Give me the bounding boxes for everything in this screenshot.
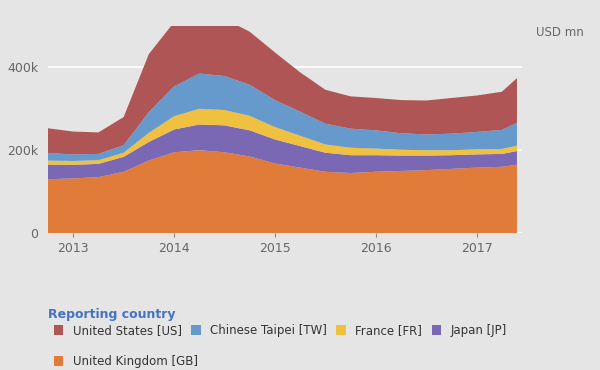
Text: Reporting country: Reporting country bbox=[48, 308, 176, 321]
Legend: United Kingdom [GB]: United Kingdom [GB] bbox=[54, 355, 198, 368]
Text: USD mn: USD mn bbox=[536, 26, 584, 39]
